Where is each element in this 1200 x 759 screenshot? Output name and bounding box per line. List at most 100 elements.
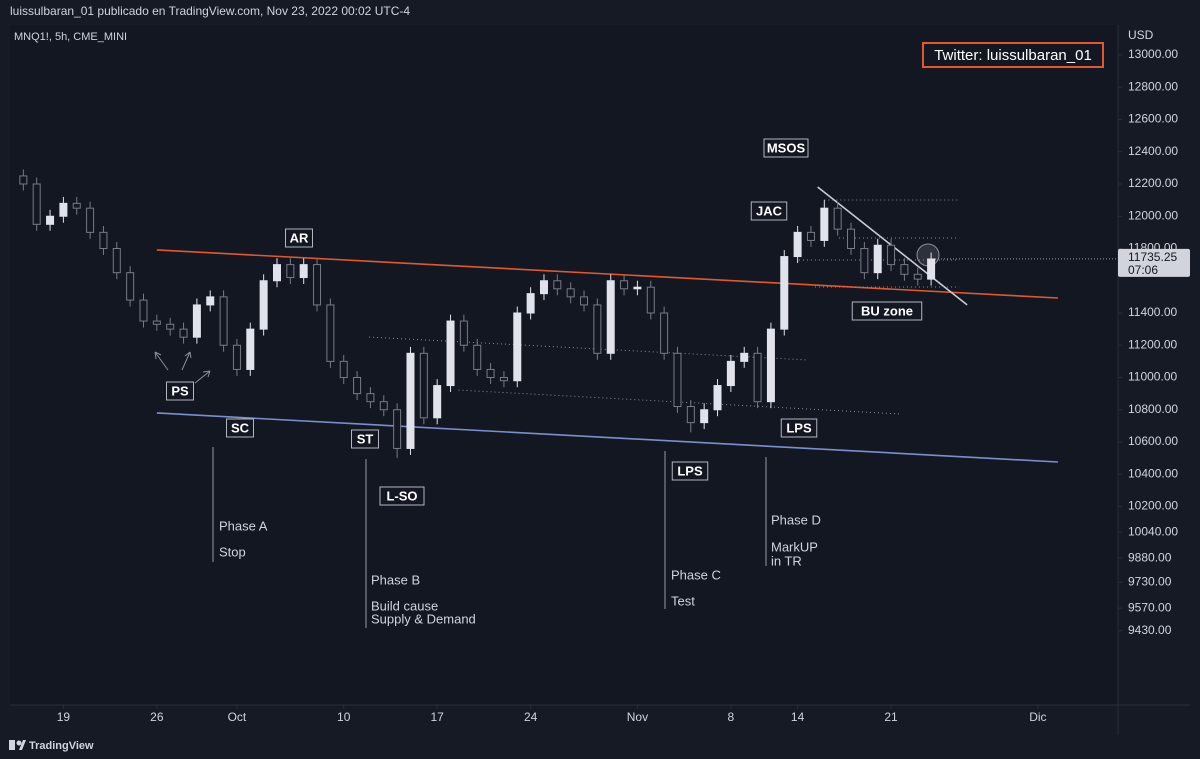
candle-body: [139, 299, 148, 322]
countdown: 07:06: [1128, 263, 1158, 277]
y-tick-label: 12200.00: [1128, 176, 1178, 190]
label: LPS: [677, 463, 703, 478]
candle-body: [740, 352, 749, 362]
candle-body: [126, 272, 135, 301]
candle: [700, 403, 709, 430]
trend-line: [156, 249, 1058, 299]
candle-body: [419, 352, 428, 419]
label-box: [379, 486, 425, 506]
candle: [112, 242, 121, 280]
phase-note: Phase D: [771, 512, 821, 527]
candle: [46, 209, 55, 231]
candle-body: [620, 280, 629, 290]
candle-body: [860, 247, 869, 274]
candle: [847, 222, 856, 255]
candle: [379, 395, 388, 417]
candle-body: [580, 296, 589, 306]
candle: [606, 274, 615, 360]
candle-body: [86, 207, 95, 233]
candle: [326, 298, 335, 368]
candle-body: [593, 304, 602, 354]
label-box: [763, 138, 809, 158]
y-tick-label: 10200.00: [1128, 499, 1178, 513]
label-box: [285, 228, 313, 248]
candle: [686, 400, 695, 433]
y-tick-label: 13000.00: [1128, 47, 1178, 61]
x-tick-label: 8: [728, 710, 735, 724]
candle: [820, 200, 829, 247]
candle-body: [927, 258, 936, 280]
arrow: [154, 351, 169, 371]
candle-body: [406, 352, 415, 449]
x-tick-label: 17: [431, 710, 445, 724]
candle: [192, 298, 201, 344]
candle-body: [353, 376, 362, 395]
y-tick-label: 12600.00: [1128, 112, 1178, 126]
label-box: [750, 201, 788, 221]
candle: [286, 258, 295, 284]
candle: [299, 258, 308, 284]
candle: [593, 298, 602, 360]
candle-body: [206, 296, 215, 306]
candle: [887, 238, 896, 272]
candle-body: [900, 264, 909, 275]
candle: [232, 338, 241, 376]
candle-body: [286, 264, 295, 279]
candle: [780, 250, 789, 336]
candle: [539, 274, 548, 301]
phase-note: Supply & Demand: [371, 611, 476, 626]
candle: [753, 346, 762, 409]
label-box: [226, 418, 254, 438]
candle: [580, 290, 589, 312]
candle: [713, 379, 722, 417]
label-box: [780, 418, 818, 438]
candle: [459, 314, 468, 352]
candle: [860, 242, 869, 280]
y-tick-label: 12400.00: [1128, 144, 1178, 158]
candle: [206, 290, 215, 312]
ps-arrows: [154, 351, 211, 384]
plot-area: [10, 25, 1118, 705]
candle-body: [46, 215, 55, 225]
phase-note: in TR: [771, 553, 802, 568]
candle-body: [379, 401, 388, 411]
phase-note: Build cause: [371, 598, 438, 613]
label: BU zone: [861, 303, 913, 318]
candle: [499, 371, 508, 388]
candle: [913, 267, 922, 286]
candle-body: [806, 231, 815, 241]
chart-title: luissulbaran_01 publicado en TradingView…: [10, 4, 410, 18]
candle: [126, 266, 135, 307]
symbol: MNQ1!, 5h, CME_MINI: [14, 31, 127, 43]
candle-body: [539, 280, 548, 295]
candle: [566, 282, 575, 304]
label: ST: [357, 431, 374, 446]
candle-body: [633, 286, 642, 290]
candle: [486, 362, 495, 384]
candle-body: [393, 409, 402, 449]
candle: [873, 238, 882, 280]
label-box: [671, 461, 709, 481]
candle: [366, 387, 375, 409]
y-tick-label: 10600.00: [1128, 434, 1178, 448]
candle-body: [753, 352, 762, 403]
label: MSOS: [767, 140, 806, 155]
label: SC: [231, 420, 250, 435]
phase-note: Stop: [219, 544, 246, 559]
logo: [9, 740, 26, 750]
y-tick-label: 12000.00: [1128, 208, 1178, 222]
currency: USD: [1128, 28, 1154, 42]
candle-body: [847, 228, 856, 249]
candle: [419, 346, 428, 425]
y-tick-label: 10800.00: [1128, 402, 1178, 416]
candle-body: [232, 344, 241, 370]
candle-body: [166, 323, 175, 330]
candle-body: [726, 360, 735, 387]
logo-mark: [19, 740, 26, 750]
candle: [726, 354, 735, 393]
y-tick-label: 12800.00: [1128, 79, 1178, 93]
candle: [219, 290, 228, 352]
